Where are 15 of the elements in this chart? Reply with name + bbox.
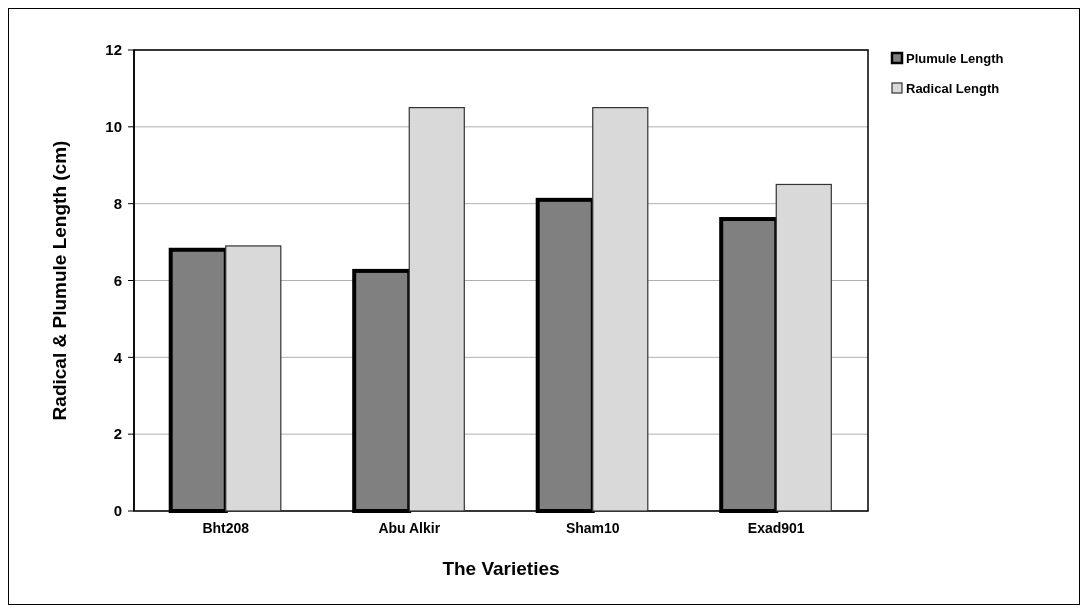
y-tick-label: 12	[105, 41, 122, 59]
y-axis-title: Radical & Plumule Length (cm)	[49, 140, 70, 421]
x-tick-label: Sham10	[565, 520, 620, 536]
y-tick-label: 10	[105, 118, 122, 136]
y-tick-label: 4	[113, 348, 123, 366]
y-tick-label: 0	[113, 502, 122, 520]
y-tick-label: 2	[113, 425, 122, 443]
x-axis-title: The Varieties	[442, 558, 560, 579]
x-tick-label: Bht208	[202, 520, 250, 536]
legend-label: Radical Length	[906, 80, 1000, 96]
x-tick-label: Abu Alkir	[378, 520, 441, 536]
x-tick-label: Exad901	[747, 520, 805, 536]
y-tick-label: 8	[113, 194, 122, 212]
y-tick-label: 6	[113, 271, 122, 289]
legend-label: Plumule Length	[906, 50, 1004, 66]
